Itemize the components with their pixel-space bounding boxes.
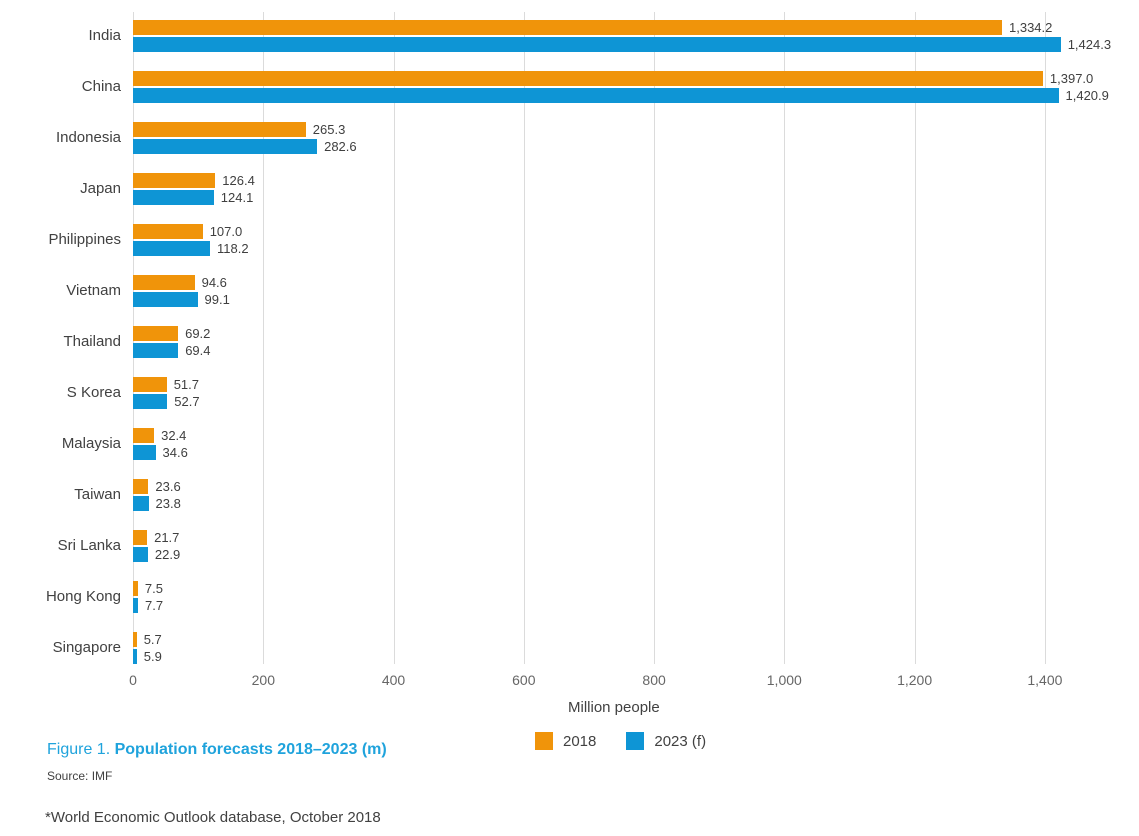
x-tick-label-400: 400 xyxy=(381,672,406,688)
legend-swatch-2023-f xyxy=(626,732,645,750)
bar-2018-indonesia xyxy=(133,122,306,137)
category-label-sri-lanka: Sri Lanka xyxy=(57,537,121,554)
category-label-china: China xyxy=(81,78,121,95)
value-label-2018-thailand: 69.2 xyxy=(185,326,211,341)
value-label-2023-f-indonesia: 282.6 xyxy=(324,139,357,154)
gridline-1-400 xyxy=(1044,12,1046,664)
bar-2018-sri-lanka xyxy=(133,530,148,545)
x-tick-label-0: 0 xyxy=(129,672,137,688)
x-tick-label-1-200: 1,200 xyxy=(897,672,933,688)
bar-2018-vietnam xyxy=(133,275,195,290)
value-label-2018-singapore: 5.7 xyxy=(143,632,162,647)
value-label-2023-f-malaysia: 34.6 xyxy=(162,445,188,460)
category-label-thailand: Thailand xyxy=(63,333,121,350)
bar-2023-f-vietnam xyxy=(133,292,198,307)
x-tick-label-600: 600 xyxy=(512,672,536,688)
legend-label-2018: 2018 xyxy=(563,732,597,750)
legend-swatch-2018 xyxy=(535,732,553,750)
bar-2018-taiwan xyxy=(133,479,149,494)
value-label-2018-china: 1,397.0 xyxy=(1049,71,1094,86)
value-label-2023-f-taiwan: 23.8 xyxy=(155,496,181,511)
bar-2018-singapore xyxy=(133,632,137,647)
gridline-400 xyxy=(393,12,395,664)
value-label-2023-f-hong-kong: 7.7 xyxy=(145,598,164,613)
value-label-2023-f-vietnam: 99.1 xyxy=(204,292,230,307)
bar-2018-hong-kong xyxy=(133,581,138,596)
bar-2018-malaysia xyxy=(133,428,155,443)
category-label-hong-kong: Hong Kong xyxy=(45,588,121,605)
bar-2018-philippines xyxy=(133,224,203,239)
bar-2023-f-japan xyxy=(133,190,214,205)
figure-title: Population forecasts 2018–2023 (m) xyxy=(114,741,387,758)
value-label-2023-f-sri-lanka: 22.9 xyxy=(154,547,181,562)
legend-label-2023-f: 2023 (f) xyxy=(654,732,707,750)
category-label-singapore: Singapore xyxy=(52,639,121,656)
x-tick-label-1-400: 1,400 xyxy=(1027,672,1063,688)
category-label-japan: Japan xyxy=(80,180,121,197)
bar-2023-f-indonesia xyxy=(133,139,318,154)
value-label-2018-japan: 126.4 xyxy=(222,173,255,188)
bar-2018-s-korea xyxy=(133,377,167,392)
x-tick-label-800: 800 xyxy=(642,672,666,688)
bar-2023-f-sri-lanka xyxy=(133,547,148,562)
legend-item-2023-f: 2023 (f) xyxy=(626,732,706,750)
category-label-philippines: Philippines xyxy=(48,231,121,248)
bar-2018-thailand xyxy=(133,326,179,341)
value-label-2018-hong-kong: 7.5 xyxy=(144,581,163,596)
gridline-200 xyxy=(263,12,265,664)
value-label-2023-f-singapore: 5.9 xyxy=(143,649,162,664)
value-label-2023-f-india: 1,424.3 xyxy=(1067,37,1112,52)
gridline-600 xyxy=(523,12,525,664)
bar-2023-f-s-korea xyxy=(133,394,168,409)
category-label-indonesia: Indonesia xyxy=(55,129,121,146)
bar-2023-f-malaysia xyxy=(133,445,156,460)
value-label-2018-taiwan: 23.6 xyxy=(155,479,181,494)
bar-2023-f-singapore xyxy=(133,649,137,664)
value-label-2018-malaysia: 32.4 xyxy=(161,428,187,443)
bar-2023-f-thailand xyxy=(133,343,179,358)
value-label-2018-philippines: 107.0 xyxy=(209,224,243,239)
bar-2023-f-china xyxy=(133,88,1059,103)
value-label-2018-vietnam: 94.6 xyxy=(201,275,227,290)
figure-number: Figure 1. xyxy=(47,741,111,758)
population-bar-chart: 0 200 400 600 800 1,000 1,200 1,400 1,334.2 1,424… xyxy=(129,12,1112,688)
category-label-taiwan: Taiwan xyxy=(74,486,121,503)
value-label-2023-f-japan: 124.1 xyxy=(220,190,254,205)
source-text: Source: IMF xyxy=(47,769,113,783)
value-label-2018-indonesia: 265.3 xyxy=(312,122,346,137)
bar-2018-india xyxy=(133,20,1002,35)
bar-2023-f-india xyxy=(133,37,1061,52)
legend: 2018 2023 (f) xyxy=(535,732,706,750)
x-axis-title: Million people xyxy=(568,699,660,716)
category-label-india: India xyxy=(88,27,121,44)
bar-2023-f-philippines xyxy=(133,241,210,256)
value-label-2018-sri-lanka: 21.7 xyxy=(154,530,180,545)
bar-2018-china xyxy=(133,71,1043,86)
bar-2023-f-hong-kong xyxy=(133,598,138,613)
value-label-2023-f-thailand: 69.4 xyxy=(185,343,211,358)
value-label-2023-f-s-korea: 52.7 xyxy=(174,394,200,409)
value-label-2018-s-korea: 51.7 xyxy=(173,377,199,392)
legend-item-2018: 2018 xyxy=(535,732,596,750)
x-tick-label-200: 200 xyxy=(251,672,275,688)
value-label-2023-f-china: 1,420.9 xyxy=(1065,88,1109,103)
value-label-2018-india: 1,334.2 xyxy=(1009,20,1053,35)
bar-2018-japan xyxy=(133,173,216,188)
category-label-s-korea: S Korea xyxy=(66,384,121,401)
x-tick-label-1-000: 1,000 xyxy=(766,672,802,688)
value-label-2023-f-philippines: 118.2 xyxy=(217,241,249,256)
bar-2023-f-taiwan xyxy=(133,496,149,511)
category-label-vietnam: Vietnam xyxy=(66,282,121,299)
gridline-800 xyxy=(654,12,656,664)
category-label-malaysia: Malaysia xyxy=(61,435,121,452)
footnote-text: *World Economic Outlook database, Octobe… xyxy=(45,809,381,826)
gridline-1-000 xyxy=(784,12,786,664)
figure-caption: Figure 1. Population forecasts 2018–2023… xyxy=(47,741,387,759)
gridline-1-200 xyxy=(914,12,916,664)
